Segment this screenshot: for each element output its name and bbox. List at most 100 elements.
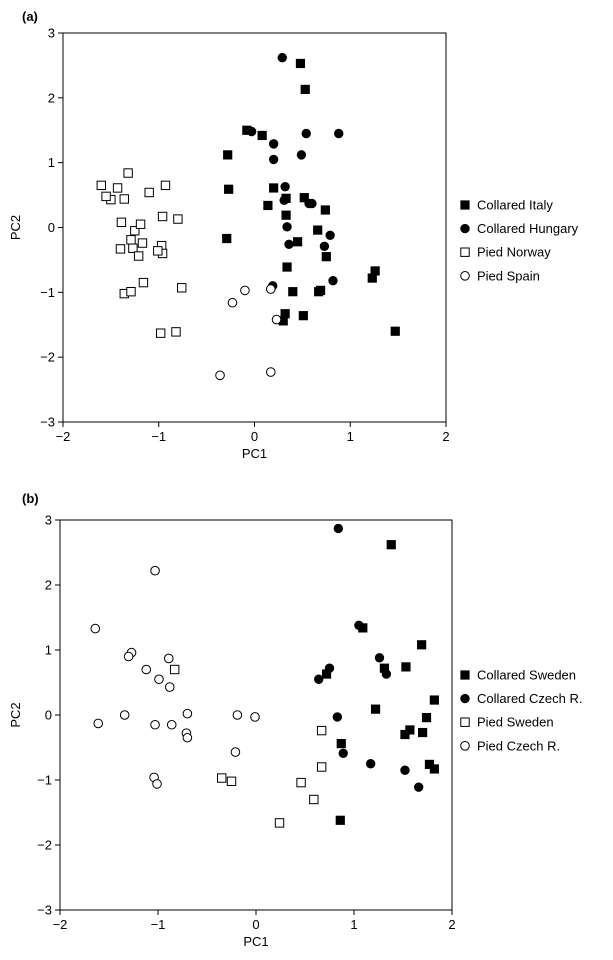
legend-item: Pied Sweden [460, 715, 554, 730]
legend-marker [460, 717, 470, 727]
data-point [269, 183, 279, 193]
data-point [246, 126, 257, 137]
x-axis-title: PC1 [242, 446, 267, 461]
series-collared-italy [222, 58, 400, 336]
data-point [280, 181, 290, 192]
legend-marker [460, 223, 470, 234]
data-point [217, 773, 227, 783]
data-point [226, 776, 237, 786]
data-point [316, 725, 327, 736]
panel-label: (a) [22, 9, 38, 24]
y-tick-label: −2 [40, 350, 55, 365]
data-point [144, 187, 154, 198]
data-point [232, 710, 243, 720]
data-point [250, 712, 260, 722]
data-point [304, 198, 314, 209]
data-point [288, 287, 298, 297]
data-point [240, 285, 250, 296]
data-point [316, 762, 327, 772]
data-point [268, 139, 279, 149]
data-point [390, 326, 400, 336]
x-axis-title: PC1 [243, 934, 268, 949]
data-point [309, 794, 319, 805]
data-point [90, 623, 101, 634]
data-point [314, 287, 324, 297]
y-axis-title: PC2 [8, 702, 23, 727]
y-tick-label: 3 [48, 26, 55, 41]
x-tick-label: −1 [151, 429, 166, 444]
legend-marker [460, 247, 470, 257]
data-point [328, 275, 338, 286]
data-point [265, 284, 276, 294]
data-point [112, 183, 123, 193]
data-point [169, 664, 180, 675]
data-point [271, 314, 282, 325]
y-tick-label: 2 [48, 90, 55, 105]
y-tick-label: −1 [37, 773, 52, 788]
x-tick-label: −2 [53, 917, 68, 932]
data-point [166, 719, 177, 730]
legend-item: Collared Italy [460, 198, 553, 213]
y-axis-title: PC2 [8, 215, 23, 240]
data-point [257, 130, 267, 141]
data-point [386, 540, 396, 550]
series-collared-czech-r [314, 523, 424, 792]
data-point [171, 327, 181, 337]
data-point [222, 233, 232, 244]
data-point [282, 222, 292, 232]
y-tick-label: −3 [37, 903, 52, 918]
data-point [130, 226, 140, 236]
data-point [265, 367, 276, 377]
data-point [279, 195, 289, 205]
data-point [301, 128, 311, 139]
data-point [135, 219, 146, 229]
legend-label: Collared Italy [477, 198, 553, 213]
data-point [223, 150, 233, 160]
data-point [421, 713, 432, 723]
data-point [141, 664, 152, 675]
data-point [123, 168, 133, 178]
legend-item: Pied Czech R. [460, 738, 560, 753]
data-point [128, 243, 138, 253]
data-point [324, 663, 335, 673]
data-point [164, 682, 175, 692]
data-point [157, 211, 168, 222]
legend-marker [460, 693, 470, 704]
data-point [338, 748, 348, 759]
y-tick-label: −2 [37, 838, 52, 853]
legend-marker [460, 200, 470, 210]
data-point [160, 180, 171, 191]
data-point [230, 747, 241, 757]
x-tick-label: −1 [151, 917, 166, 932]
legend-label: Collared Czech R. [477, 691, 583, 706]
legend-item: Collared Sweden [460, 668, 576, 683]
y-tick-label: 0 [45, 708, 52, 723]
legend-label: Pied Sweden [477, 715, 554, 730]
data-point [296, 777, 306, 788]
data-point [150, 719, 160, 730]
data-point [155, 328, 166, 338]
x-tick-label: 0 [252, 917, 259, 932]
data-point [182, 708, 193, 719]
legend-item: Pied Norway [460, 245, 551, 260]
plot-frame [62, 32, 447, 423]
data-point [137, 238, 148, 248]
data-point [177, 283, 187, 293]
data-point [153, 246, 163, 256]
series-pied-czech-r [90, 565, 260, 789]
data-point [282, 262, 292, 272]
data-point [93, 718, 104, 729]
data-point [300, 84, 310, 95]
x-tick-label: 1 [350, 917, 357, 932]
data-point [295, 58, 306, 69]
data-point [365, 759, 376, 769]
data-point [370, 704, 381, 714]
data-point [314, 674, 324, 684]
y-tick-label: 0 [48, 220, 55, 235]
data-point [152, 779, 162, 789]
data-point [126, 286, 136, 297]
data-point [367, 273, 377, 283]
data-point [400, 729, 410, 740]
data-point [101, 191, 111, 202]
